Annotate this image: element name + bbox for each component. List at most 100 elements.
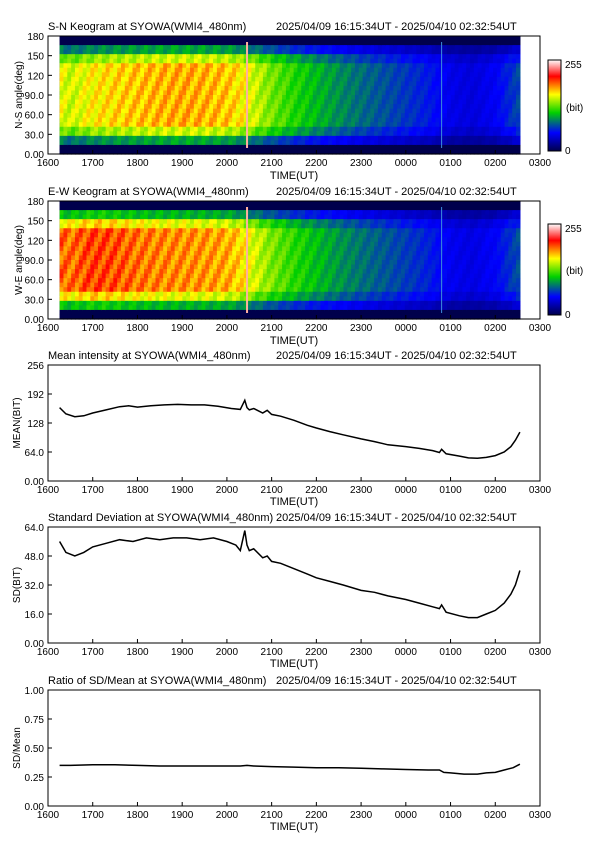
sn-keogram-cell (416, 113, 421, 119)
sn-keogram-cell (516, 135, 521, 141)
ew-keogram-cell (67, 305, 72, 311)
ew-keogram-cell (316, 305, 322, 311)
ew-keogram-cell (285, 287, 291, 293)
sn-keogram-cell (400, 72, 406, 78)
sn-keogram-cell (485, 144, 490, 151)
ew-keogram-cell (305, 300, 310, 306)
sn-keogram-cell (124, 126, 130, 132)
sn-keogram-cell (301, 63, 306, 69)
sn-keogram-cell (389, 54, 394, 60)
sn-keogram-cell (385, 108, 391, 114)
sn-keogram-cell (147, 67, 153, 73)
sn-keogram-cell (78, 90, 84, 96)
ew-keogram-cell (74, 219, 80, 225)
ew-keogram-cell (186, 282, 191, 288)
sn-keogram-cell (362, 54, 368, 60)
sn-keogram-cell (236, 49, 241, 55)
sn-keogram-cell (71, 58, 76, 64)
sn-keogram-cell (389, 49, 394, 55)
sn-keogram-cell (496, 81, 502, 87)
ew-keogram-cell (105, 291, 111, 297)
sn-keogram-cell (163, 90, 168, 96)
ew-keogram-cell (270, 296, 276, 302)
sn-keogram-cell (220, 85, 226, 92)
sn-keogram-cell (209, 63, 214, 69)
ew-keogram-cell (82, 305, 88, 311)
sn-keogram-cell (167, 122, 172, 128)
sn-keogram-cell (117, 126, 122, 132)
ew-keogram-cell (124, 237, 130, 243)
ew-keogram-cell (132, 305, 137, 311)
sn-keogram-cell (489, 108, 494, 114)
ew-keogram-cell (270, 205, 276, 211)
sn-keogram-cell (67, 81, 72, 87)
ew-keogram-cell (155, 237, 160, 243)
ew-keogram-cell (71, 214, 76, 220)
ew-keogram-cell (182, 210, 187, 216)
sn-keogram-cell (117, 113, 122, 119)
sn-keogram-cell (412, 54, 417, 60)
sn-keogram-cell (224, 36, 229, 42)
sn-keogram-cell (454, 104, 460, 110)
sn-keogram-cell (293, 135, 299, 141)
sn-keogram-cell (262, 45, 268, 51)
sn-keogram-cell (105, 95, 111, 101)
ew-keogram-cell (174, 237, 180, 243)
sn-keogram-cell (443, 76, 448, 82)
sn-keogram-cell (370, 131, 375, 137)
sn-keogram-cell (351, 76, 356, 82)
ew-keogram-cell (239, 269, 245, 275)
ew-keogram-cell (101, 273, 107, 279)
sn-keogram-cell (316, 140, 322, 146)
sn-keogram-cell (94, 90, 99, 96)
sn-keogram-cell (147, 95, 153, 101)
sn-keogram-cell (435, 117, 440, 123)
ew-keogram-cell (86, 278, 91, 284)
sn-keogram-cell (97, 140, 103, 146)
sn-keogram-cell (443, 63, 448, 69)
sn-keogram-cell (220, 126, 226, 132)
ew-keogram-cell (90, 287, 95, 293)
ew-keogram-cell (67, 255, 72, 261)
sn-keogram-cell (508, 49, 513, 55)
sn-keogram-cell (443, 117, 448, 123)
ew-keogram-cell (113, 260, 118, 266)
sn-keogram-cell (190, 144, 195, 151)
ew-keogram-cell (186, 309, 191, 316)
sn-keogram-cell (320, 90, 325, 96)
sn-keogram-cell (358, 99, 364, 105)
ew-keogram-cell (128, 228, 134, 234)
sn-keogram-nodata (48, 36, 60, 154)
ew-keogram-cell (136, 314, 141, 320)
sn-keogram-cell (236, 140, 241, 146)
sn-keogram-cell (381, 113, 387, 119)
sn-keogram-cell (489, 49, 494, 55)
sn-keogram-cell (132, 90, 137, 96)
sn-keogram-cell (105, 117, 111, 123)
sn-keogram-cell (366, 81, 371, 87)
sn-keogram-cell (247, 36, 252, 42)
ew-keogram-cell (124, 201, 130, 207)
sn-keogram-cell (397, 149, 402, 155)
ew-keogram-cell (247, 228, 252, 234)
sn-keogram-cell (140, 67, 145, 73)
sn-keogram-cell (470, 90, 475, 96)
ew-keogram-cell (289, 241, 295, 247)
ew-keogram-cell (190, 314, 195, 320)
sn-keogram-cell (500, 45, 506, 51)
sn-keogram-cell (213, 144, 218, 151)
ew-keogram-cell (324, 214, 329, 220)
sn-keogram-cell (328, 99, 333, 105)
sn-keogram-cell (163, 72, 168, 78)
ew-keogram-cell (266, 296, 272, 302)
sn-keogram-cell (362, 36, 368, 42)
sn-keogram-cell (343, 85, 348, 92)
sn-keogram-cell (466, 140, 471, 146)
ew-keogram-cell (113, 305, 118, 311)
sn-keogram-cell (167, 149, 172, 155)
ew-keogram-cell (67, 237, 72, 243)
sn-keogram-cell (289, 131, 295, 137)
sn-keogram-cell (504, 122, 509, 128)
sn-keogram-cell (489, 54, 494, 60)
ew-keogram-cell (90, 255, 95, 261)
